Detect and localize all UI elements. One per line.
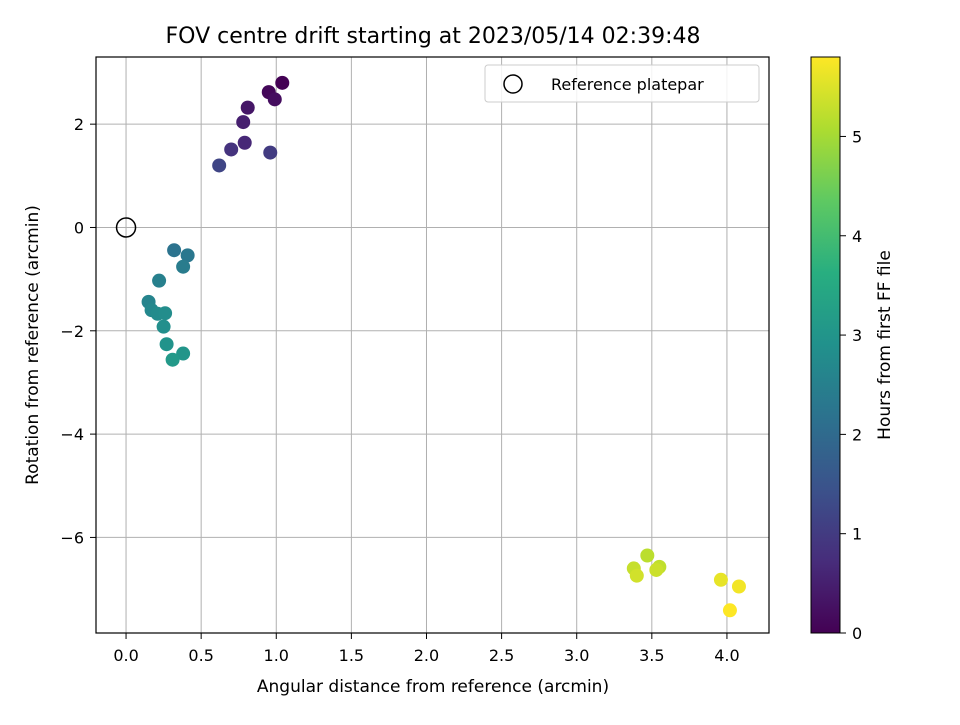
data-point — [237, 135, 252, 150]
x-tick-label: 0.5 — [188, 646, 213, 665]
colorbar-tick-label: 4 — [852, 227, 862, 246]
y-tick-label: −4 — [60, 425, 84, 444]
reference-platepar-point — [115, 217, 137, 238]
data-point — [224, 142, 239, 157]
plot-frame — [95, 56, 770, 634]
data-point — [649, 562, 664, 577]
y-tick-label: 0 — [74, 218, 84, 237]
x-tick-label: 4.0 — [714, 646, 739, 665]
colorbar-tick-label: 3 — [852, 326, 862, 345]
data-point — [176, 346, 191, 361]
data-point — [713, 572, 728, 587]
data-point — [167, 243, 182, 258]
data-point — [275, 75, 290, 90]
data-point — [722, 603, 737, 618]
data-point — [640, 548, 655, 563]
data-point — [176, 259, 191, 274]
colorbar-tick-label: 2 — [852, 425, 862, 444]
grid — [96, 57, 769, 633]
colorbar-tick-label: 5 — [852, 127, 862, 146]
colorbar-tick-label: 0 — [852, 624, 862, 643]
data-point — [152, 273, 167, 288]
data-point — [165, 352, 180, 367]
x-tick-label: 2.5 — [489, 646, 514, 665]
data-point — [731, 579, 746, 594]
legend-box — [484, 64, 760, 103]
colorbar-gradient — [810, 56, 841, 634]
x-tick-label: 3.5 — [639, 646, 664, 665]
legend-label: Reference platepar — [551, 75, 704, 94]
chart-title: FOV centre drift starting at 2023/05/14 … — [166, 24, 701, 49]
x-tick-label: 2.0 — [414, 646, 439, 665]
x-tick-label: 1.5 — [339, 646, 364, 665]
data-point — [236, 115, 251, 130]
data-point — [629, 568, 644, 583]
colorbar-tick-label: 1 — [852, 525, 862, 544]
data-point — [158, 306, 173, 321]
legend: Reference platepar — [484, 64, 760, 103]
y-tick-label: −6 — [60, 528, 84, 547]
data-point — [212, 158, 227, 173]
x-axis-label: Angular distance from reference (arcmin) — [257, 677, 609, 697]
y-axis-ticks: 2 0 −2 −4 −6 — [60, 115, 96, 547]
data-point — [240, 100, 255, 115]
colorbar: 0 1 2 3 4 5 Hours from first FF file — [810, 56, 895, 643]
y-axis-label: Rotation from reference (arcmin) — [23, 205, 43, 485]
colorbar-label: Hours from first FF file — [875, 250, 895, 440]
y-tick-label: −2 — [60, 322, 84, 341]
data-point — [156, 319, 171, 334]
colorbar-ticks: 0 1 2 3 4 5 — [840, 127, 862, 643]
data-point — [159, 337, 174, 352]
data-points — [115, 75, 746, 618]
x-tick-label: 0.0 — [113, 646, 138, 665]
data-point — [267, 92, 282, 107]
x-axis-ticks: 0.0 0.5 1.0 1.5 2.0 2.5 3.0 3.5 4.0 — [113, 633, 740, 665]
x-tick-label: 1.0 — [264, 646, 289, 665]
x-tick-label: 3.0 — [564, 646, 589, 665]
data-point — [180, 248, 195, 263]
legend-marker — [503, 74, 523, 94]
y-tick-label: 2 — [74, 115, 84, 134]
data-point — [263, 145, 278, 160]
